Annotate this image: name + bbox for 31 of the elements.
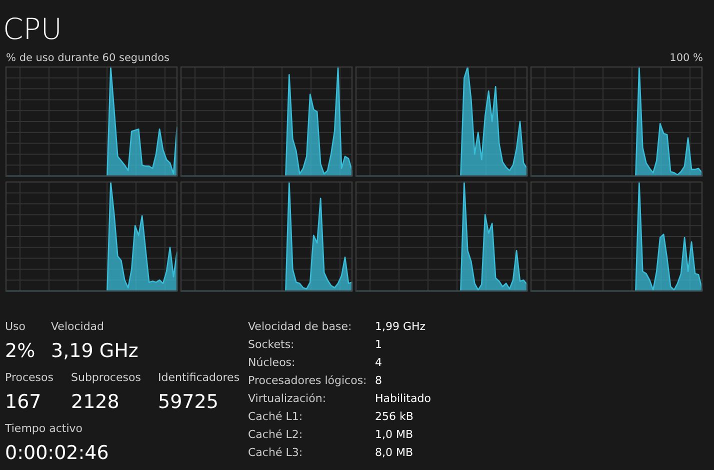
text: Caché L1: [248, 410, 303, 423]
text: Identificadores [158, 371, 240, 384]
text: Habilitado [375, 392, 432, 405]
text: 2% [5, 340, 36, 362]
text: 100 % [670, 52, 704, 64]
text: Uso [5, 320, 26, 333]
text: 167 [5, 391, 42, 413]
text: Caché L3: [248, 446, 303, 459]
text: 2128 [71, 391, 120, 413]
text: Procesadores lógicos: [248, 374, 367, 387]
text: 1,99 GHz [375, 320, 426, 333]
text: 59725 [158, 391, 218, 413]
text: 3,19 GHz [51, 340, 138, 362]
text: Virtualización: [248, 392, 326, 405]
text: 256 kB [375, 410, 414, 423]
text: 1 [375, 338, 382, 351]
text: Velocidad [51, 320, 104, 333]
text: Subprocesos [71, 371, 142, 384]
text: % de uso durante 60 segundos [6, 52, 170, 64]
text: 8,0 MB [375, 446, 414, 459]
text: 1,0 MB [375, 428, 414, 441]
text: Caché L2: [248, 428, 303, 441]
text: CPU [3, 12, 62, 46]
text: 4 [375, 356, 382, 369]
text: Velocidad de base: [248, 320, 352, 333]
text: Tiempo activo [4, 422, 83, 435]
text: 0:00:02:46 [5, 442, 109, 464]
text: Procesos [5, 371, 54, 384]
text: 8 [375, 374, 382, 387]
text: Sockets: [248, 338, 294, 351]
text: Núcleos: [248, 356, 296, 369]
